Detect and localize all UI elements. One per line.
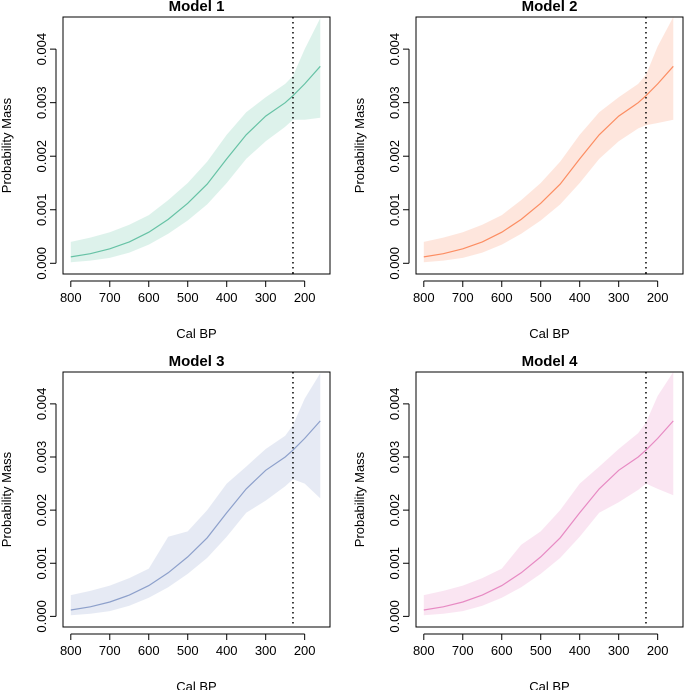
x-tick-label: 500 xyxy=(177,643,199,658)
x-axis-label: Cal BP xyxy=(176,326,216,341)
confidence-band xyxy=(70,18,321,263)
y-tick-label: 0.001 xyxy=(387,193,402,226)
x-tick-label: 200 xyxy=(647,290,669,305)
chart-title: Model 4 xyxy=(522,353,578,370)
chart-title: Model 3 xyxy=(169,353,225,370)
y-axis-label: Probability Mass xyxy=(0,451,14,547)
panel-model-2: 800 700 600 500 400 300 2000.0000.0010.0020.00… xyxy=(352,0,684,341)
y-axis: 0.000 0.001 0.002 0.003 0.004 xyxy=(34,388,57,633)
x-axis: 800 700 600 500 400 300 200 xyxy=(60,633,316,658)
x-tick-label: 600 xyxy=(138,643,160,658)
x-tick-label: 600 xyxy=(138,290,160,305)
x-tick-label: 400 xyxy=(569,643,591,658)
panel-model-1: 800 700 600 500 400 300 2000.0000.0010.0020.00… xyxy=(0,0,331,341)
x-tick-label: 600 xyxy=(491,290,513,305)
x-tick-label: 700 xyxy=(99,290,121,305)
y-tick-label: 0.004 xyxy=(34,388,49,421)
y-tick-label: 0.002 xyxy=(387,140,402,173)
y-tick-label: 0.003 xyxy=(387,86,402,119)
y-tick-label: 0.001 xyxy=(387,547,402,580)
confidence-band xyxy=(70,373,321,616)
y-tick-label: 0.004 xyxy=(34,33,49,66)
x-tick-label: 800 xyxy=(413,290,435,305)
y-tick-label: 0.000 xyxy=(34,247,49,280)
panel-model-3: 800 700 600 500 400 300 2000.0000.0010.0020.00… xyxy=(0,353,331,690)
x-tick-label: 500 xyxy=(177,290,199,305)
plot-frame xyxy=(415,16,684,275)
x-tick-label: 500 xyxy=(530,290,552,305)
series-line xyxy=(70,65,321,258)
x-tick-label: 800 xyxy=(60,643,82,658)
y-tick-label: 0.003 xyxy=(34,86,49,119)
x-tick-label: 800 xyxy=(413,643,435,658)
x-tick-label: 700 xyxy=(452,290,474,305)
y-tick-label: 0.003 xyxy=(34,441,49,474)
chart-title: Model 2 xyxy=(522,0,578,15)
x-axis-label: Cal BP xyxy=(529,679,569,690)
y-tick-label: 0.001 xyxy=(34,193,49,226)
x-tick-label: 800 xyxy=(60,290,82,305)
y-tick-label: 0.001 xyxy=(34,547,49,580)
plot-frame xyxy=(62,371,331,628)
y-tick-label: 0.002 xyxy=(34,140,49,173)
y-axis-label: Probability Mass xyxy=(0,97,14,193)
x-tick-label: 400 xyxy=(569,290,591,305)
y-axis-label: Probability Mass xyxy=(352,451,367,547)
y-tick-label: 0.000 xyxy=(34,600,49,633)
plot-frame xyxy=(62,16,331,275)
x-axis: 800 700 600 500 400 300 200 xyxy=(413,280,669,305)
panel-model-4: 800 700 600 500 400 300 2000.0000.0010.0020.00… xyxy=(352,353,684,690)
confidence-band xyxy=(423,372,674,616)
y-tick-label: 0.004 xyxy=(387,388,402,421)
x-tick-label: 300 xyxy=(255,290,277,305)
x-tick-label: 400 xyxy=(216,290,238,305)
x-axis: 800 700 600 500 400 300 200 xyxy=(413,633,669,658)
plot-frame xyxy=(415,371,684,628)
series-line xyxy=(70,420,321,611)
x-tick-label: 200 xyxy=(647,643,669,658)
x-tick-label: 300 xyxy=(608,643,630,658)
chart-title: Model 1 xyxy=(169,0,225,15)
y-tick-label: 0.003 xyxy=(387,441,402,474)
y-axis: 0.000 0.001 0.002 0.003 0.004 xyxy=(34,33,57,280)
series-line xyxy=(423,65,674,258)
x-tick-label: 400 xyxy=(216,643,238,658)
x-axis-label: Cal BP xyxy=(176,679,216,690)
y-tick-label: 0.000 xyxy=(387,600,402,633)
x-axis-label: Cal BP xyxy=(529,326,569,341)
x-tick-label: 700 xyxy=(99,643,121,658)
y-axis: 0.000 0.001 0.002 0.003 0.004 xyxy=(387,33,410,280)
y-tick-label: 0.004 xyxy=(387,33,402,66)
x-tick-label: 200 xyxy=(294,643,316,658)
y-axis: 0.000 0.001 0.002 0.003 0.004 xyxy=(387,388,410,633)
x-tick-label: 200 xyxy=(294,290,316,305)
x-tick-label: 300 xyxy=(608,290,630,305)
x-tick-label: 600 xyxy=(491,643,513,658)
y-tick-label: 0.002 xyxy=(34,494,49,527)
series-line xyxy=(423,420,674,611)
x-tick-label: 500 xyxy=(530,643,552,658)
x-tick-label: 300 xyxy=(255,643,277,658)
confidence-band xyxy=(423,17,674,263)
y-tick-label: 0.000 xyxy=(387,247,402,280)
y-tick-label: 0.002 xyxy=(387,494,402,527)
x-axis: 800 700 600 500 400 300 200 xyxy=(60,280,316,305)
y-axis-label: Probability Mass xyxy=(352,97,367,193)
x-tick-label: 700 xyxy=(452,643,474,658)
